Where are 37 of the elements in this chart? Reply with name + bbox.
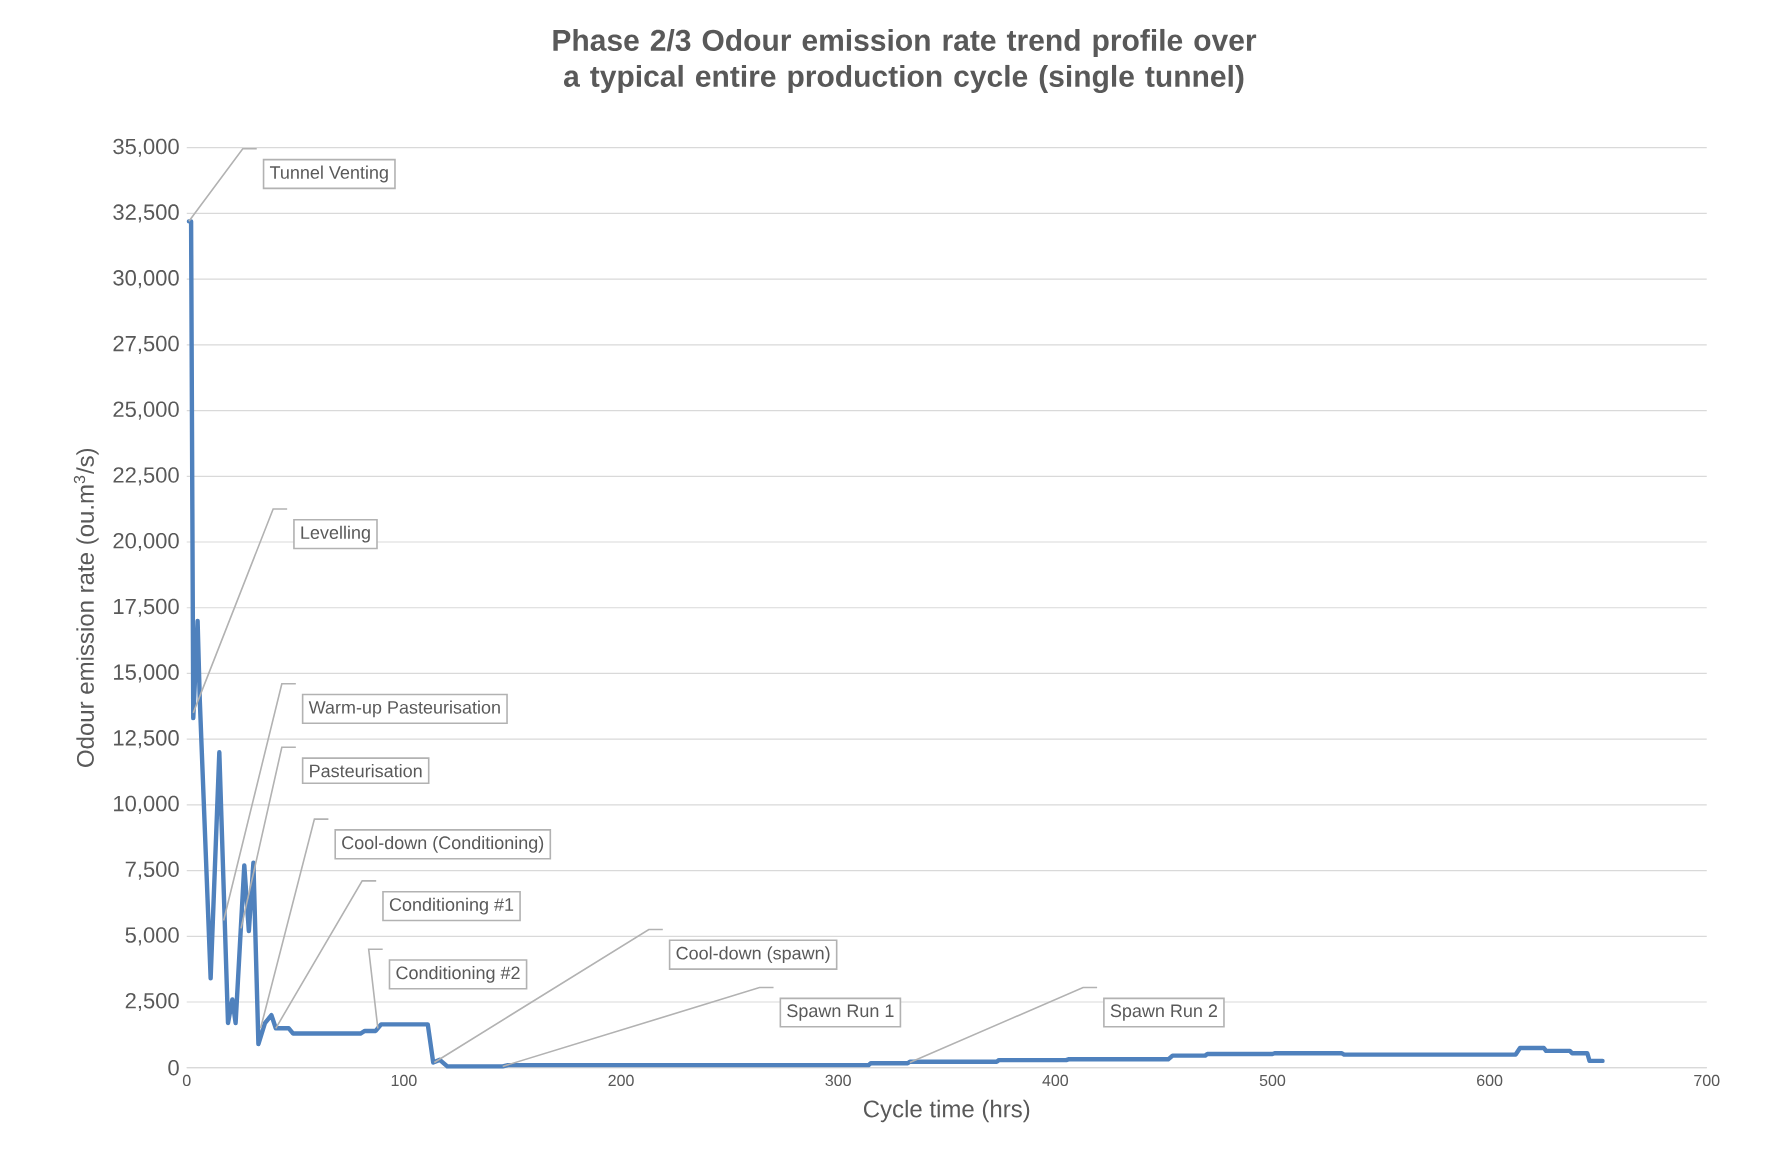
y-tick-label: 27,500 [113, 335, 179, 354]
annotation: Conditioning #1 [389, 897, 514, 915]
y-tick-label: 2,500 [125, 992, 179, 1012]
y-tick-label: 17,500 [114, 598, 179, 617]
x-tick-label: 0 [182, 1074, 191, 1087]
x-tick-label: 300 [825, 1074, 851, 1087]
line-series [186, 219, 1605, 1069]
x-tick-label: 400 [1042, 1074, 1069, 1087]
y-tick-label: 10,000 [114, 795, 179, 814]
y-tick-label: 0 [168, 1059, 179, 1076]
y-tick-label: 15,000 [114, 664, 179, 683]
y-tick-label: 20,000 [113, 532, 179, 552]
annotation: Spawn Run 1 [787, 1004, 894, 1021]
x-tick-label: 500 [1259, 1074, 1286, 1087]
x-tick-label: 700 [1694, 1074, 1720, 1087]
x-axis-title: Cycle time (hrs) [863, 1099, 1030, 1123]
annotation: Cool-down (spawn) [676, 946, 830, 964]
annotation: Tunnel Venting [269, 165, 388, 183]
y-tick-label: 22,500 [113, 467, 179, 486]
y-tick-label: 7,500 [125, 861, 179, 880]
annotation: Cool-down (Conditioning) [342, 835, 544, 853]
annotation: Conditioning #2 [396, 966, 520, 983]
y-tick-label: 25,000 [113, 401, 179, 420]
annotation: Spawn Run 2 [1110, 1004, 1218, 1021]
y-tick-label: 5,000 [125, 927, 179, 946]
y-tick-label: 30,000 [113, 270, 179, 289]
y-tick-label: 12,500 [114, 730, 179, 749]
annotation: Levelling [301, 525, 370, 543]
y-axis-title: Odour emission rate (ou.m$^{3}$/s) [73, 448, 99, 767]
x-tick-label: 100 [391, 1074, 417, 1087]
y-tick-label: 32,500 [113, 204, 179, 223]
annotation: Warm-up Pasteurisation [308, 700, 500, 718]
chart-title: Phase 2/3 Odour emission rate trend profile over a typical entire production cycle (single tunnel) [553, 28, 1257, 94]
x-tick-label: 200 [608, 1074, 634, 1087]
y-tick-label: 35,000 [113, 138, 179, 157]
annotation: Pasteurisation [310, 764, 422, 778]
x-tick-label: 600 [1477, 1074, 1503, 1087]
